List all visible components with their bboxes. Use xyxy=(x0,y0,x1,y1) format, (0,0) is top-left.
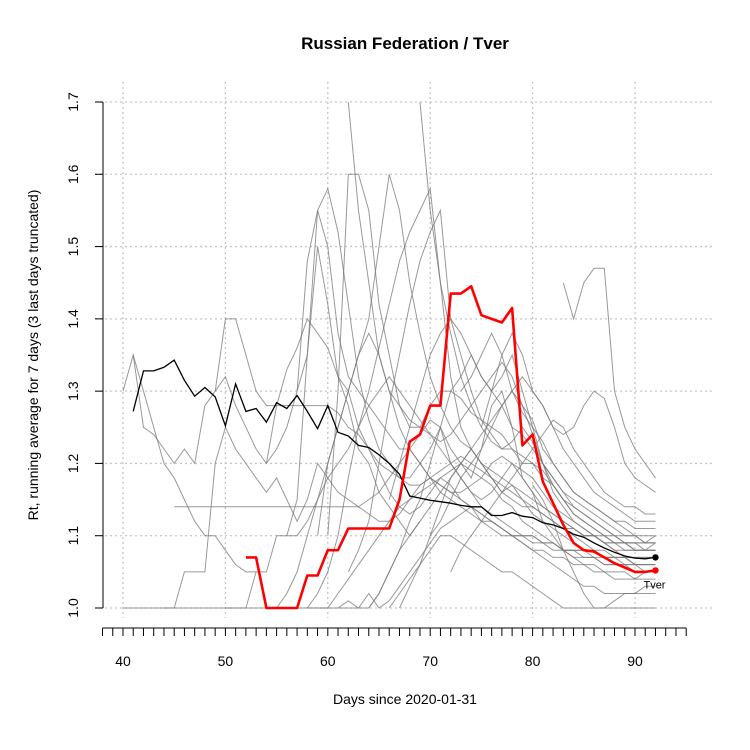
x-tick-label: 90 xyxy=(627,653,643,669)
x-tick-label: 40 xyxy=(115,653,131,669)
region-line xyxy=(276,174,656,609)
tver-line xyxy=(245,284,656,610)
y-tick-label: 1.3 xyxy=(65,381,81,401)
x-tick-label: 60 xyxy=(320,653,336,669)
region-line xyxy=(132,246,421,537)
region-line xyxy=(532,484,656,609)
region-line xyxy=(388,318,656,558)
region-line xyxy=(562,267,656,479)
national-average-endpoint xyxy=(652,554,659,561)
axes: 1.0 1.1 1.2 1.3 1.4 1.5 1.6 1.7 40 50 60 70 80 90 xyxy=(65,92,687,669)
tver-endpoint xyxy=(652,567,659,574)
x-tick-label: 70 xyxy=(422,653,438,669)
region-line xyxy=(307,462,656,609)
region-line xyxy=(419,101,656,544)
region-line xyxy=(122,353,257,573)
region-line xyxy=(388,535,656,609)
region-line xyxy=(399,390,656,609)
end-label-tver: Tver xyxy=(643,579,665,591)
x-tick-label: 80 xyxy=(525,653,541,669)
highlight-region-line-group xyxy=(245,284,659,610)
x-axis-label: Days since 2020-01-31 xyxy=(333,691,477,707)
y-tick-label: 1.4 xyxy=(65,309,81,329)
x-tick-label: 50 xyxy=(218,653,234,669)
other-region-lines xyxy=(122,101,656,609)
y-tick-label: 1.5 xyxy=(65,237,81,257)
national-average-line xyxy=(132,359,656,560)
y-tick-label: 1.7 xyxy=(65,92,81,112)
region-line xyxy=(265,317,656,580)
y-axis-label: Rt, running average for 7 days (3 last d… xyxy=(25,190,41,521)
region-line xyxy=(174,448,656,558)
region-line xyxy=(368,353,656,609)
region-line xyxy=(337,506,656,609)
y-tick-label: 1.2 xyxy=(65,453,81,473)
y-tick-label: 1.0 xyxy=(65,598,81,618)
region-line xyxy=(214,318,656,544)
region-line xyxy=(164,425,656,609)
end-labels: Tver xyxy=(643,579,665,591)
region-line xyxy=(450,419,656,573)
region-line xyxy=(286,187,656,580)
region-line xyxy=(306,186,656,609)
region-line xyxy=(460,332,656,529)
y-tick-label: 1.6 xyxy=(65,164,81,184)
y-tick-label: 1.1 xyxy=(65,526,81,546)
chart-title: Russian Federation / Tver xyxy=(301,34,509,53)
region-line xyxy=(480,332,656,493)
